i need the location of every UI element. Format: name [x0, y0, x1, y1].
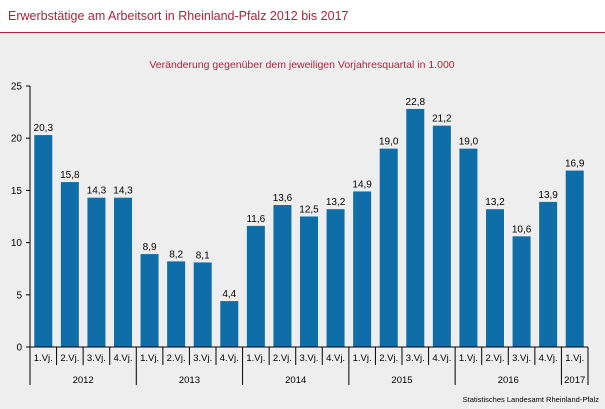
- x-category-label: 4.Vj.: [432, 353, 451, 364]
- x-category-label: 2.Vj.: [60, 353, 79, 364]
- x-category-label: 3.Vj.: [406, 353, 425, 364]
- bar: [379, 148, 398, 347]
- bar: [459, 148, 478, 347]
- bar: [246, 225, 265, 347]
- y-tick-label: 5: [16, 290, 22, 301]
- x-category-label: 1.Vj.: [34, 353, 53, 364]
- x-category-label: 1.Vj.: [565, 353, 584, 364]
- bar-value-label: 15,8: [60, 170, 80, 181]
- x-category-label: 4.Vj.: [220, 353, 239, 364]
- x-category-label: 1.Vj.: [246, 353, 265, 364]
- bar: [193, 262, 212, 347]
- bar-value-label: 21,2: [432, 114, 452, 125]
- bar-value-label: 12,5: [299, 205, 319, 216]
- bar-value-label: 13,9: [538, 190, 558, 201]
- source-note: Statistisches Landesamt Rheinland-Pfalz: [463, 395, 600, 404]
- bar-value-label: 8,9: [143, 242, 157, 253]
- bar-value-label: 11,6: [246, 214, 265, 225]
- bar: [406, 108, 425, 347]
- bar: [60, 182, 79, 347]
- y-tick-label: 0: [16, 343, 22, 354]
- bar: [273, 205, 292, 347]
- page-title: Erwerbstätige am Arbeitsort in Rheinland…: [8, 9, 349, 23]
- bars: 20,3 15,8 14,3 14,3 8,9 8,2 8,1 4,4 11,6 13,6 12,5…: [34, 97, 585, 347]
- bar-value-label: 10,6: [512, 224, 532, 235]
- bar-value-label: 14,3: [113, 186, 133, 197]
- bar: [300, 216, 318, 347]
- x-category-label: 1.Vj.: [140, 353, 159, 364]
- x-category-label: 4.Vj.: [113, 353, 132, 364]
- bar-value-label: 13,6: [273, 193, 293, 204]
- bar: [114, 197, 132, 347]
- x-category-label: 2.Vj.: [379, 353, 398, 364]
- bar: [34, 135, 53, 347]
- x-category-label: 1.Vj.: [459, 353, 478, 364]
- x-category-label: 2.Vj.: [273, 353, 292, 364]
- bar: [326, 209, 345, 347]
- bar: [539, 201, 558, 347]
- bar: [220, 301, 239, 347]
- x-category-label: 2.Vj.: [167, 353, 186, 364]
- bar-value-label: 13,2: [326, 197, 346, 208]
- x-category-label: 3.Vj.: [299, 353, 318, 364]
- x-category-label: 4.Vj.: [539, 353, 558, 364]
- bar-value-label: 14,9: [352, 179, 372, 190]
- y-axis: 0 5 10 15 20 25: [11, 82, 31, 354]
- x-axis: 1.Vj. 2.Vj. 3.Vj. 4.Vj. 1.Vj. 2.Vj. 3.Vj. 4.Vj.…: [29, 346, 589, 386]
- bar: [486, 209, 504, 347]
- bar-value-label: 8,1: [196, 250, 210, 261]
- bar: [140, 254, 159, 347]
- bar-value-label: 14,3: [87, 186, 107, 197]
- y-tick-label: 20: [11, 134, 23, 145]
- bar: [167, 261, 186, 347]
- bar-value-label: 19,0: [459, 137, 479, 148]
- y-tick-label: 25: [11, 82, 23, 93]
- x-year-label: 2017: [564, 375, 585, 386]
- bar: [353, 191, 372, 347]
- bar: [565, 170, 584, 347]
- x-year-label: 2012: [73, 375, 94, 386]
- x-year-label: 2015: [391, 375, 412, 386]
- title-divider: [0, 32, 605, 33]
- bar-value-label: 13,2: [485, 197, 505, 208]
- x-category-label: 3.Vj.: [193, 353, 212, 364]
- chart-subtitle: Veränderung gegenüber dem jeweiligen Vor…: [149, 59, 454, 71]
- y-tick-label: 15: [11, 186, 23, 197]
- bar-value-label: 19,0: [379, 137, 399, 148]
- y-tick-label: 10: [11, 238, 23, 249]
- bar-value-label: 8,2: [169, 249, 183, 260]
- bar-value-label: 16,9: [565, 159, 585, 170]
- x-year-label: 2013: [179, 375, 200, 386]
- bar: [512, 236, 531, 347]
- x-category-label: 1.Vj.: [353, 353, 372, 364]
- x-category-label: 2.Vj.: [485, 353, 504, 364]
- x-category-label: 3.Vj.: [512, 353, 531, 364]
- bar-value-label: 22,8: [406, 97, 426, 108]
- bar-value-label: 20,3: [34, 123, 54, 134]
- bar: [432, 125, 451, 347]
- x-year-label: 2014: [285, 375, 306, 386]
- x-year-label: 2016: [498, 375, 519, 386]
- x-category-label: 3.Vj.: [87, 353, 106, 364]
- x-category-label: 4.Vj.: [326, 353, 345, 364]
- bar: [87, 197, 106, 347]
- bar-value-label: 4,4: [222, 289, 236, 300]
